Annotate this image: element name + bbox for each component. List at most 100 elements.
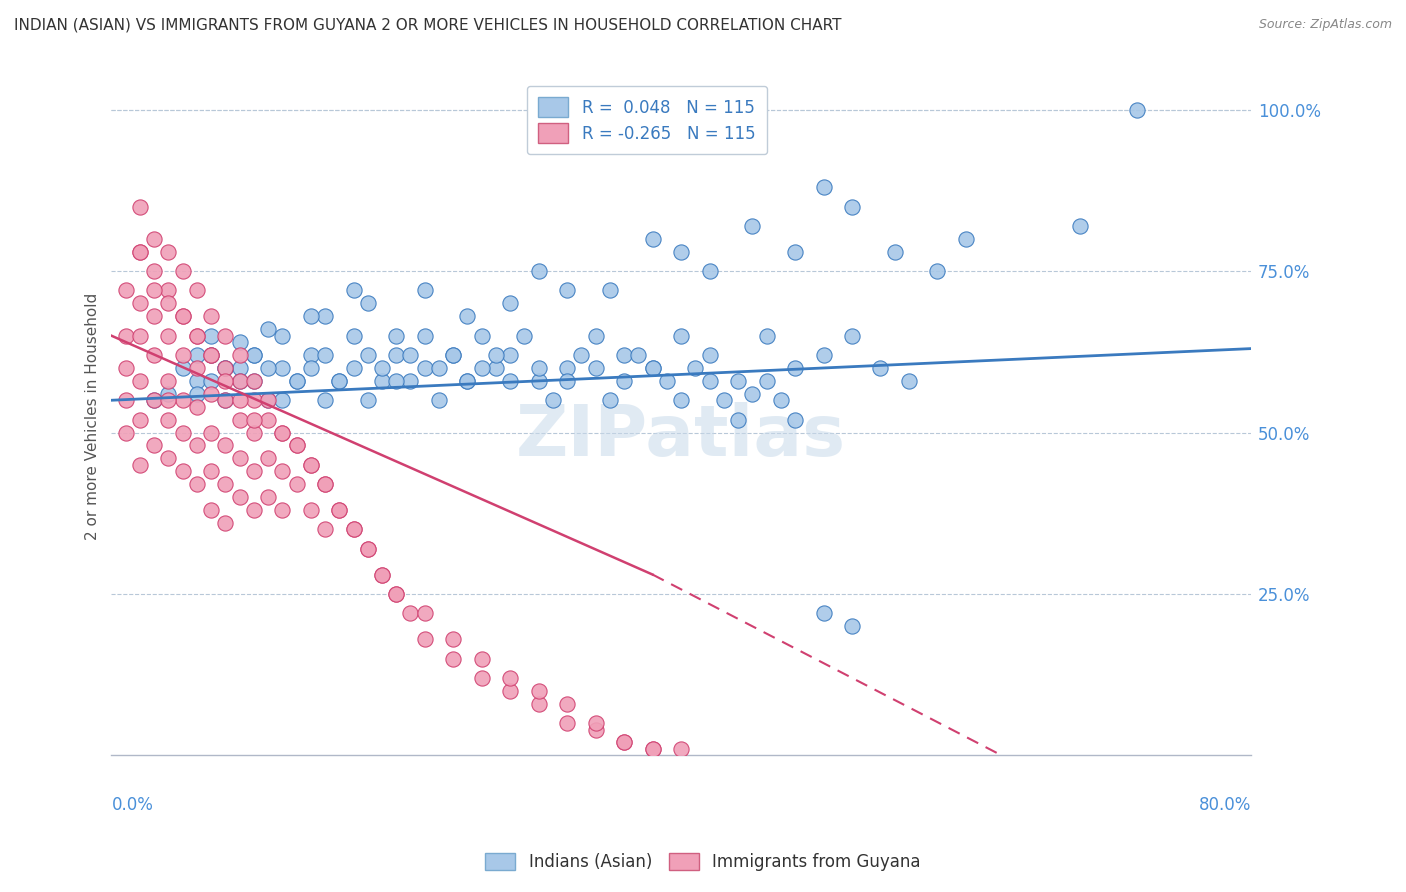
Point <box>499 374 522 388</box>
Point <box>228 374 250 388</box>
Point <box>513 328 536 343</box>
Point <box>243 348 266 362</box>
Point <box>727 412 749 426</box>
Point <box>328 503 350 517</box>
Point <box>214 361 236 376</box>
Point <box>813 607 835 621</box>
Point <box>669 393 692 408</box>
Point <box>186 361 208 376</box>
Point <box>471 671 494 685</box>
Point <box>841 328 863 343</box>
Point <box>114 328 136 343</box>
Point <box>143 284 166 298</box>
Point <box>769 393 792 408</box>
Point <box>527 264 550 278</box>
Point <box>186 328 208 343</box>
Point <box>413 361 436 376</box>
Point <box>485 348 508 362</box>
Point <box>741 219 763 233</box>
Point <box>143 264 166 278</box>
Point <box>186 348 208 362</box>
Point <box>385 374 408 388</box>
Text: INDIAN (ASIAN) VS IMMIGRANTS FROM GUYANA 2 OR MORE VEHICLES IN HOUSEHOLD CORRELA: INDIAN (ASIAN) VS IMMIGRANTS FROM GUYANA… <box>14 18 842 33</box>
Point <box>385 348 408 362</box>
Point <box>1069 219 1091 233</box>
Point <box>655 374 678 388</box>
Point <box>399 607 422 621</box>
Point <box>371 361 394 376</box>
Point <box>172 310 194 324</box>
Point <box>555 374 578 388</box>
Point <box>299 503 322 517</box>
Point <box>813 348 835 362</box>
Point <box>342 522 364 536</box>
Point <box>399 348 422 362</box>
Point <box>271 328 294 343</box>
Point <box>385 587 408 601</box>
Point <box>228 490 250 504</box>
Point <box>585 361 607 376</box>
Point <box>214 438 236 452</box>
Text: Source: ZipAtlas.com: Source: ZipAtlas.com <box>1258 18 1392 31</box>
Point <box>427 361 450 376</box>
Point <box>228 374 250 388</box>
Point <box>441 348 464 362</box>
Point <box>285 438 308 452</box>
Point <box>271 361 294 376</box>
Point <box>128 328 150 343</box>
Point <box>641 361 664 376</box>
Point <box>1126 103 1149 117</box>
Point <box>699 264 721 278</box>
Point <box>699 374 721 388</box>
Point <box>669 742 692 756</box>
Point <box>314 477 336 491</box>
Point <box>571 348 593 362</box>
Point <box>699 348 721 362</box>
Point <box>114 361 136 376</box>
Point <box>314 393 336 408</box>
Point <box>783 361 806 376</box>
Point <box>499 683 522 698</box>
Point <box>114 284 136 298</box>
Point <box>342 284 364 298</box>
Point <box>271 503 294 517</box>
Point <box>627 348 650 362</box>
Point <box>128 374 150 388</box>
Point <box>157 374 180 388</box>
Point <box>157 386 180 401</box>
Point <box>783 412 806 426</box>
Point <box>200 348 222 362</box>
Point <box>613 735 636 749</box>
Point <box>285 374 308 388</box>
Point <box>200 425 222 440</box>
Point <box>841 619 863 633</box>
Point <box>214 393 236 408</box>
Point <box>755 374 778 388</box>
Point <box>314 310 336 324</box>
Point <box>441 651 464 665</box>
Point <box>613 735 636 749</box>
Point <box>200 374 222 388</box>
Point <box>186 328 208 343</box>
Point <box>342 328 364 343</box>
Point <box>271 425 294 440</box>
Point <box>214 516 236 530</box>
Point <box>186 400 208 414</box>
Point <box>200 464 222 478</box>
Point <box>471 651 494 665</box>
Point <box>200 310 222 324</box>
Point <box>385 328 408 343</box>
Point <box>172 361 194 376</box>
Point <box>114 393 136 408</box>
Point <box>783 244 806 259</box>
Legend: R =  0.048   N = 115, R = -0.265   N = 115: R = 0.048 N = 115, R = -0.265 N = 115 <box>527 86 768 154</box>
Point <box>669 244 692 259</box>
Point <box>299 310 322 324</box>
Point <box>599 284 621 298</box>
Point <box>228 451 250 466</box>
Point <box>727 374 749 388</box>
Point <box>456 310 478 324</box>
Point <box>172 393 194 408</box>
Point <box>243 412 266 426</box>
Point <box>585 328 607 343</box>
